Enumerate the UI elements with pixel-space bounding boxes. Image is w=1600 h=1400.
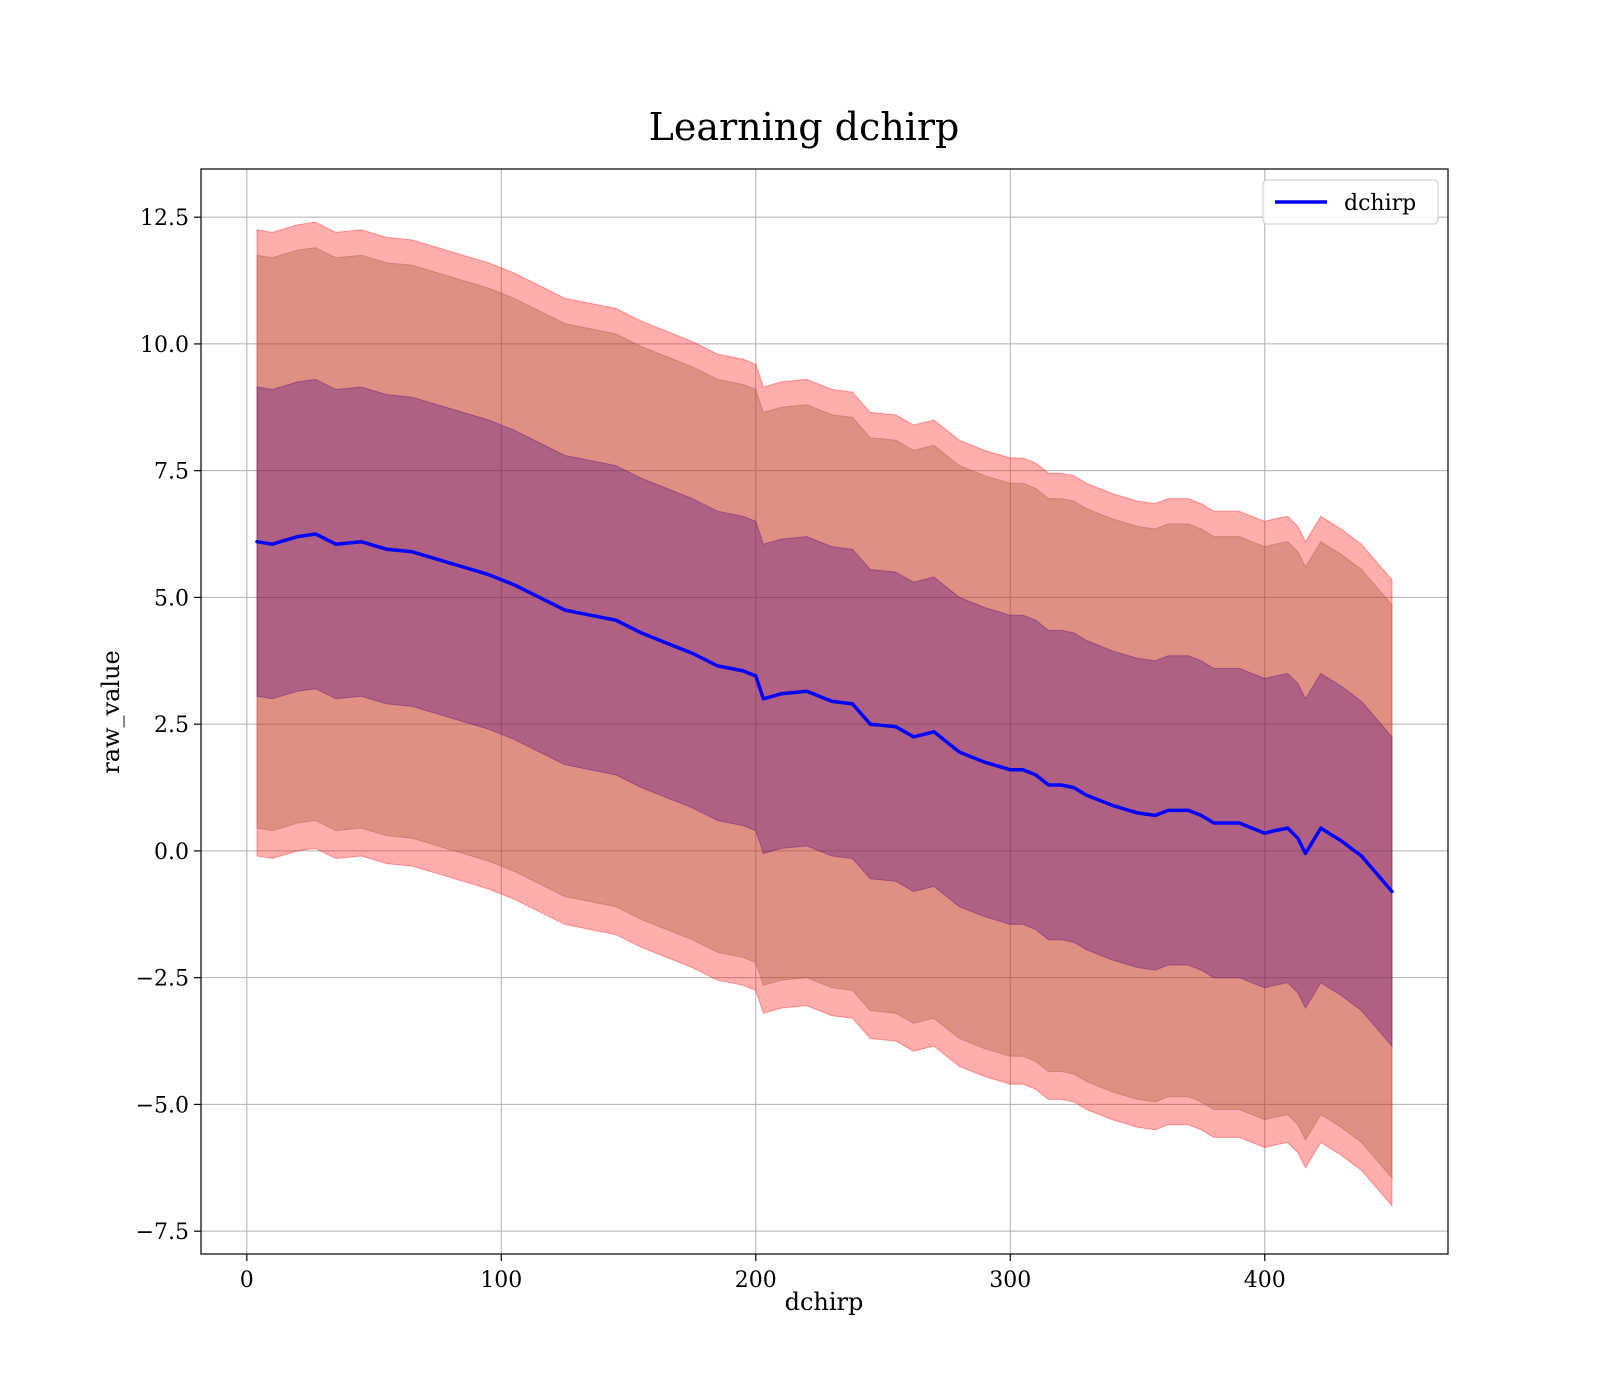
x-tick-label: 400 — [1244, 1268, 1286, 1293]
x-tick-label: 300 — [989, 1268, 1031, 1293]
y-tick-label: 0.0 — [154, 840, 189, 865]
band-inner — [256, 378, 1393, 1048]
series-line-dchirp — [255, 532, 1394, 894]
y-tick-label: −5.0 — [136, 1093, 189, 1118]
x-axis-ticks: 0 100 200 300 400 — [240, 1254, 1286, 1293]
x-tick-label: 0 — [240, 1268, 254, 1293]
series-group — [255, 532, 1394, 894]
x-tick-label: 200 — [735, 1268, 777, 1293]
band-middle — [256, 247, 1393, 1180]
legend-box — [1262, 179, 1439, 225]
y-axis-ticks: −7.5 −5.0 −2.5 0.0 2.5 5.0 7.5 10.0 12.5 — [136, 206, 201, 1245]
legend: dchirp — [1262, 179, 1439, 225]
band-outer — [256, 221, 1393, 1208]
y-tick-label: −7.5 — [136, 1220, 189, 1245]
y-tick-label: 5.0 — [154, 586, 189, 611]
y-tick-label: 12.5 — [140, 206, 189, 231]
chart-title: Learning dchirp — [649, 105, 960, 149]
y-axis-label: raw_value — [97, 650, 125, 774]
y-tick-label: 2.5 — [154, 713, 189, 738]
plot-area-frame — [200, 168, 1449, 1255]
grid-lines — [201, 169, 1448, 1254]
x-axis-label: dchirp — [785, 1288, 864, 1316]
legend-label-dchirp: dchirp — [1344, 191, 1416, 216]
y-tick-label: 10.0 — [140, 333, 189, 358]
x-tick-label: 100 — [480, 1268, 522, 1293]
y-tick-label: −2.5 — [136, 967, 189, 992]
std-bands — [256, 221, 1393, 1208]
y-tick-label: 7.5 — [154, 460, 189, 485]
